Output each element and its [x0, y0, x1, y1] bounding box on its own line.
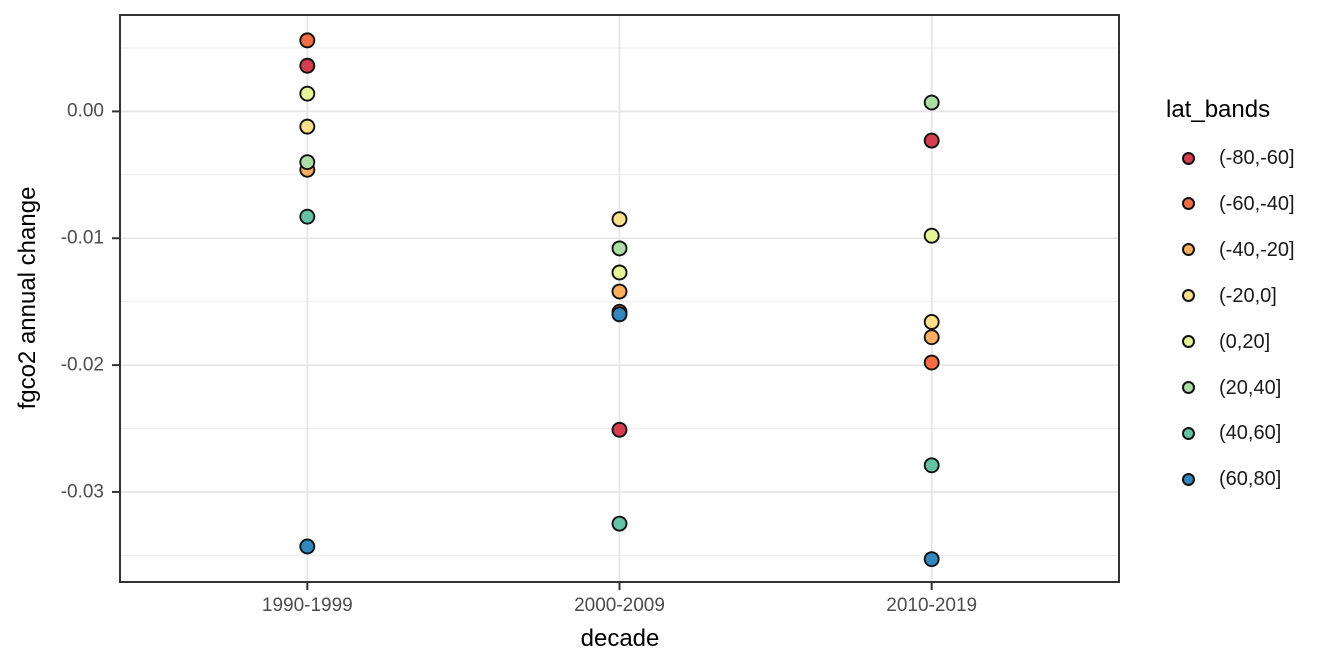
legend-item: (40,60] [1166, 423, 1281, 443]
legend-key-dot [1182, 243, 1195, 257]
legend-item-label: (-80,-60] [1219, 147, 1295, 169]
legend-item: (60,80] [1166, 469, 1281, 489]
legend-key-dot [1182, 335, 1195, 349]
data-point [611, 264, 628, 281]
y-tick-label: -0.01 [60, 227, 104, 249]
legend-key-dot [1182, 472, 1195, 486]
data-point [923, 329, 940, 346]
data-point [923, 314, 940, 330]
data-point [923, 551, 940, 568]
data-point [611, 211, 628, 228]
legend-item: (0,20] [1166, 332, 1270, 352]
data-point [611, 306, 628, 323]
legend-key-dot [1182, 381, 1195, 394]
legend-item-label: (60,80] [1219, 468, 1282, 491]
data-point [299, 538, 316, 555]
y-tick-label: -0.02 [60, 354, 104, 376]
x-axis-title: decade [580, 625, 660, 652]
data-point [299, 154, 316, 171]
data-point [299, 118, 316, 135]
legend-item: (-80,-60] [1166, 148, 1295, 168]
data-point [299, 208, 316, 225]
data-point [299, 57, 316, 74]
legend-key-dot [1182, 151, 1195, 165]
x-tick-label: 2010-2019 [886, 595, 978, 616]
legend-title: lat_bands [1166, 96, 1271, 123]
data-point [923, 227, 940, 244]
data-point [611, 283, 628, 300]
data-point [299, 85, 316, 102]
legend-item: (-60,-40] [1166, 194, 1295, 214]
y-tick-label: 0.00 [67, 100, 104, 122]
x-tick-label: 1990-1999 [261, 595, 353, 616]
legend-key-dot [1182, 197, 1195, 211]
data-point [923, 457, 940, 474]
data-point [611, 421, 628, 438]
x-tick-label: 2000-2009 [574, 595, 665, 616]
legend-item-label: (0,20] [1219, 330, 1271, 353]
y-tick-label: -0.03 [60, 481, 104, 503]
legend-item: (-40,-20] [1166, 240, 1295, 260]
y-axis-title: fgco2 annual change [14, 186, 41, 410]
data-point [923, 94, 940, 111]
legend-item-label: (-20,0] [1219, 284, 1277, 307]
data-point [611, 515, 628, 532]
data-point [923, 354, 940, 371]
legend-item-label: (-60,-40] [1219, 192, 1295, 215]
data-point [299, 32, 316, 49]
legend-item: (-20,0] [1166, 286, 1277, 306]
panel-border [119, 14, 1120, 583]
legend-item-label: (-40,-20] [1219, 238, 1295, 261]
legend-item: (20,40] [1166, 378, 1281, 398]
data-point [923, 132, 940, 149]
data-point [611, 240, 628, 257]
legend-key-dot [1182, 289, 1195, 303]
legend-item-label: (40,60] [1219, 422, 1282, 445]
legend-item-label: (20,40] [1219, 376, 1282, 399]
legend-key-dot [1182, 426, 1195, 440]
